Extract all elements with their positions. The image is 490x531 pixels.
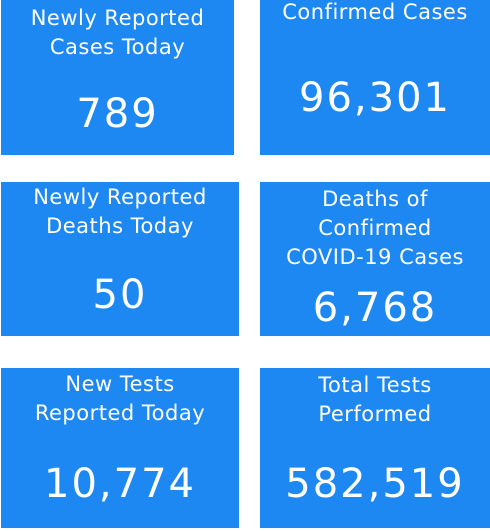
stat-tile-total-tests: Total Tests Performed 582,519 xyxy=(260,368,490,528)
stat-label: Confirmed Cases xyxy=(282,0,468,24)
stat-value: 50 xyxy=(92,272,148,318)
stat-tile-newly-reported-deaths: Newly Reported Deaths Today 50 xyxy=(1,182,239,336)
stat-tile-new-tests: New Tests Reported Today 10,774 xyxy=(1,368,239,528)
stat-label: Newly Reported Cases Today xyxy=(30,6,205,59)
stat-value: 10,774 xyxy=(44,461,196,507)
stat-label: Total Tests Performed xyxy=(318,373,432,426)
stat-value: 789 xyxy=(76,91,159,137)
stat-label: Newly Reported Deaths Today xyxy=(33,185,207,238)
stat-label: New Tests Reported Today xyxy=(34,372,206,425)
stat-value: 96,301 xyxy=(299,75,451,121)
stat-label: Deaths of Confirmed COVID-19 Cases xyxy=(286,187,464,269)
stat-tile-deaths-confirmed: Deaths of Confirmed COVID-19 Cases 6,768 xyxy=(260,182,490,336)
stat-value: 6,768 xyxy=(312,285,438,331)
stat-tile-confirmed-cases: Confirmed Cases 96,301 xyxy=(260,0,490,155)
stat-value: 582,519 xyxy=(285,461,465,507)
stat-tile-newly-reported-cases: Newly Reported Cases Today 789 xyxy=(1,0,234,155)
